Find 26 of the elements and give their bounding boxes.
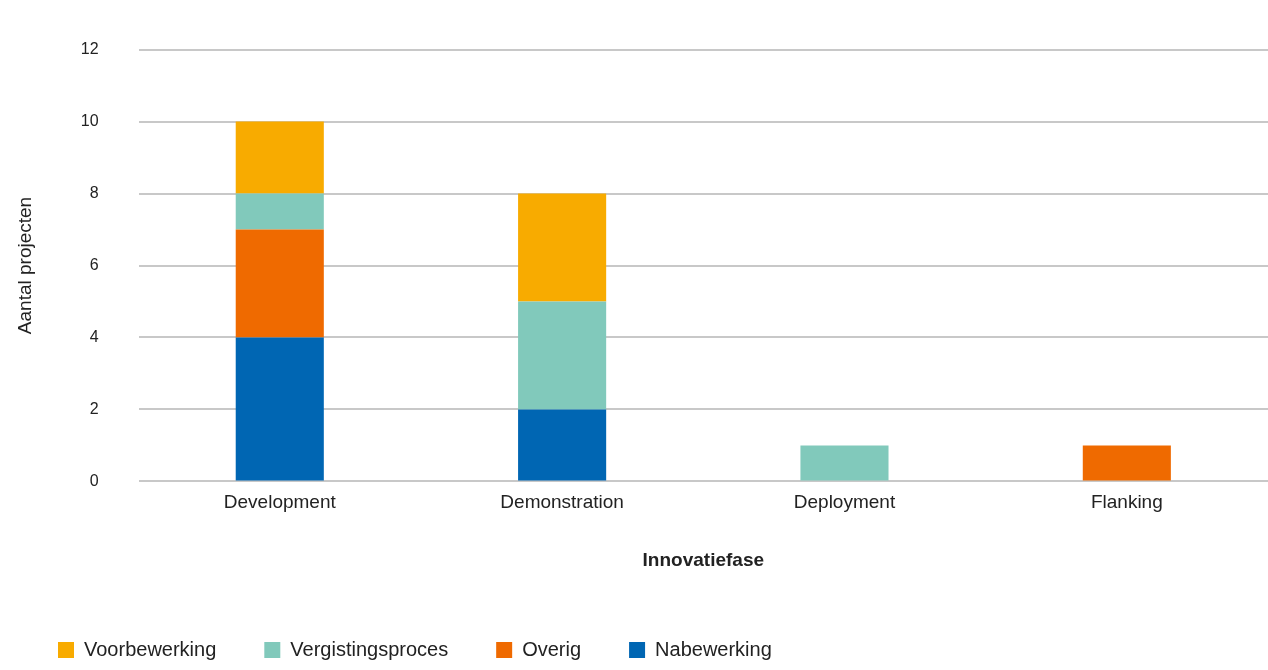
x-tick-label: Flanking bbox=[1090, 491, 1163, 513]
x-tick-label: Demonstration bbox=[500, 491, 624, 513]
bar bbox=[800, 445, 889, 481]
legend-label: Overig bbox=[522, 637, 582, 660]
bar bbox=[518, 409, 607, 481]
y-tick-label: 12 bbox=[80, 40, 99, 58]
y-axis-title: Aantal projecten bbox=[13, 196, 35, 335]
bar bbox=[235, 121, 324, 194]
legend-label: Nabewerking bbox=[655, 637, 772, 660]
y-tick-label: 0 bbox=[89, 471, 99, 489]
legend-label: Voorbewerking bbox=[84, 637, 217, 660]
y-tick-label: 2 bbox=[89, 399, 99, 417]
bar bbox=[1082, 445, 1171, 481]
x-axis-title: Innovatiefase bbox=[642, 548, 765, 570]
x-tick-label: Deployment bbox=[793, 491, 896, 513]
bar bbox=[518, 193, 607, 302]
bar bbox=[235, 229, 324, 338]
y-tick-label: 10 bbox=[80, 111, 99, 129]
y-tick-label: 6 bbox=[89, 255, 99, 273]
bar bbox=[235, 337, 324, 481]
y-tick-label: 8 bbox=[89, 183, 99, 201]
legend-label: Vergistingsproces bbox=[290, 637, 449, 660]
x-tick-label: Development bbox=[223, 491, 337, 513]
y-tick-label: 4 bbox=[89, 327, 99, 345]
bar bbox=[235, 193, 324, 230]
bar bbox=[518, 301, 607, 410]
